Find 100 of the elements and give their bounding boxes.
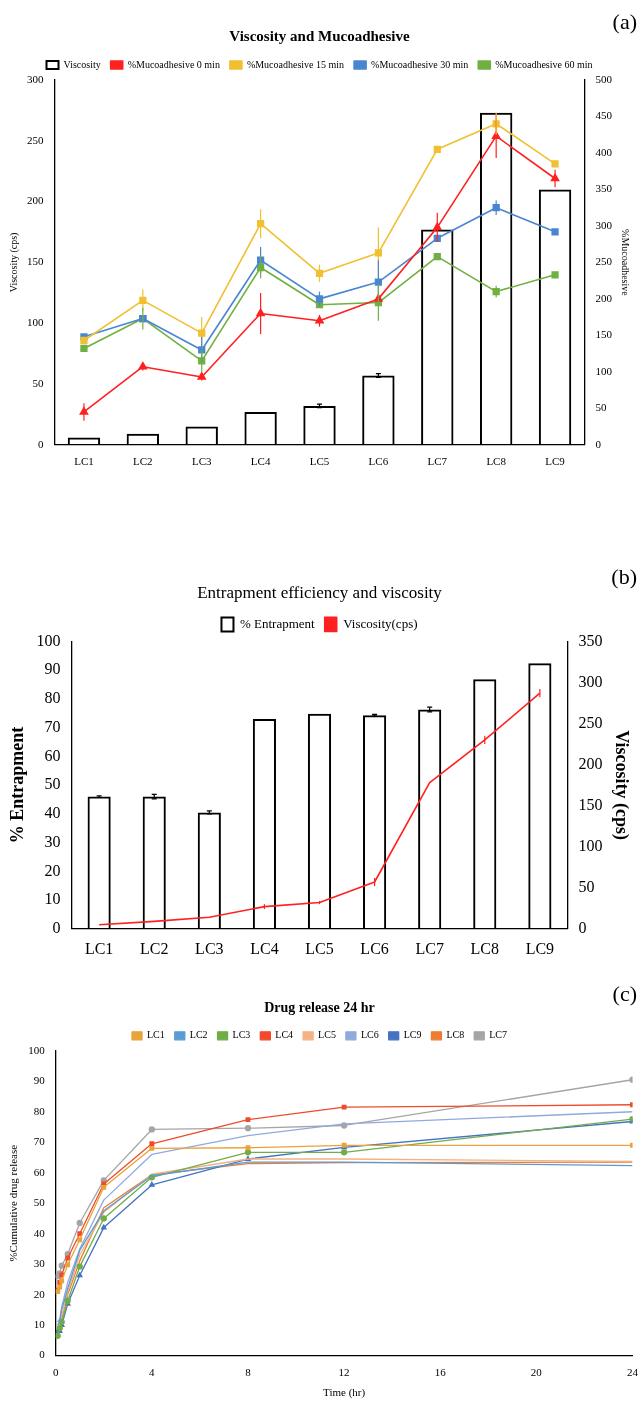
y2-tick-label: 400: [595, 145, 613, 158]
y2-tick-label: 450: [595, 109, 613, 122]
y-tick-label: 0: [39, 1348, 46, 1361]
y2-tick-label: 250: [578, 713, 603, 731]
y-tick-label: 100: [27, 316, 44, 329]
x-tick-label: LC2: [140, 939, 169, 957]
legend-label: LC9: [403, 1029, 422, 1041]
text: (a): [612, 8, 637, 34]
y-axis-title: % Entrapment: [7, 726, 28, 844]
y2-tick-label: 100: [578, 836, 603, 854]
y2-tick-label: 500: [595, 72, 613, 85]
chart-title: Viscosity and Mucoadhesive: [229, 27, 410, 44]
legend-label: %Mucoadhesive 15 min: [246, 58, 345, 70]
y-tick-label: 50: [44, 775, 61, 793]
legend-label: LC6: [360, 1029, 379, 1041]
y2-tick-label: 300: [578, 672, 603, 690]
legend-label: LC3: [232, 1029, 251, 1041]
legend-label: %Mucoadhesive 30 min: [371, 58, 469, 70]
x-tick-label: LC5: [309, 455, 330, 468]
x-tick-label: LC4: [250, 939, 279, 957]
x-tick-label: LC1: [84, 939, 114, 957]
x-tick-label: LC5: [305, 939, 334, 957]
legend-label: LC8: [446, 1029, 465, 1041]
y-tick-label: 70: [33, 1135, 46, 1148]
y-tick-label: 250: [27, 133, 44, 146]
y2-tick-label: 300: [595, 218, 613, 231]
legend-label: %Mucoadhesive 60 min: [495, 58, 593, 70]
y-tick-label: 30: [44, 832, 61, 850]
y-tick-label: 60: [44, 746, 61, 764]
x-tick-label: LC1: [74, 455, 94, 468]
legend-label: LC5: [318, 1029, 336, 1041]
x-tick-label: LC4: [250, 455, 271, 468]
text: (b): [611, 563, 637, 589]
x-tick-label: 12: [338, 1366, 350, 1379]
y-tick-label: 50: [33, 1196, 46, 1209]
y2-tick-label: 350: [595, 182, 613, 195]
y2-axis-title: Viscosity (cps): [610, 730, 632, 841]
legend-label: Viscosity: [63, 58, 101, 70]
x-tick-label: LC8: [486, 455, 507, 468]
x-tick-label: LC9: [525, 939, 555, 957]
y2-tick-label: 350: [578, 631, 603, 649]
chart-title: Drug release 24 hr: [264, 1000, 375, 1016]
x-tick-label: LC2: [133, 455, 153, 468]
x-axis-title: Time (hr): [323, 1386, 366, 1400]
x-tick-label: 24: [627, 1366, 639, 1379]
y2-tick-label: 100: [595, 364, 613, 377]
y2-tick-label: 250: [595, 255, 613, 268]
y-tick-label: 20: [44, 861, 61, 879]
y-tick-label: 100: [36, 631, 61, 649]
legend-label: % Entrapment: [239, 615, 316, 631]
y-tick-label: 0: [52, 919, 61, 936]
y-tick-label: 80: [33, 1104, 46, 1117]
y-tick-label: 0: [38, 437, 44, 450]
x-tick-label: LC6: [360, 939, 389, 957]
y-tick-label: 70: [44, 717, 61, 735]
legend-label: LC4: [275, 1029, 294, 1041]
y-tick-label: 10: [33, 1318, 46, 1331]
y-tick-label: 150: [27, 255, 44, 268]
x-tick-label: LC6: [368, 455, 389, 468]
y-tick-label: 90: [44, 660, 61, 678]
legend-label: %Mucoadhesive 0 min: [127, 58, 220, 70]
y-tick-label: 20: [33, 1287, 46, 1300]
x-tick-label: LC9: [545, 455, 566, 468]
y-tick-label: 40: [44, 804, 61, 822]
y-tick-label: 30: [33, 1257, 46, 1270]
legend-label: LC2: [189, 1029, 208, 1041]
y-tick-label: 40: [33, 1226, 46, 1239]
x-tick-label: LC3: [191, 455, 212, 468]
y2-tick-label: 150: [578, 795, 603, 813]
legend-label: LC7: [489, 1029, 508, 1041]
y-axis-title: Viscosity (cps): [7, 232, 20, 293]
x-tick-label: LC8: [470, 939, 499, 957]
x-tick-label: LC7: [415, 939, 444, 957]
y2-tick-label: 0: [595, 437, 602, 450]
y2-tick-label: 200: [595, 291, 613, 304]
legend-label: Viscosity(cps): [343, 615, 418, 631]
y2-tick-label: 50: [595, 401, 607, 414]
y-tick-label: 10: [44, 890, 61, 908]
y2-axis-title: %Mucoadhesive: [620, 229, 632, 297]
x-tick-label: 16: [434, 1366, 447, 1379]
y-tick-label: 60: [33, 1165, 46, 1178]
x-tick-label: 20: [530, 1366, 543, 1379]
x-tick-label: 8: [245, 1366, 252, 1379]
y-tick-label: 300: [27, 72, 44, 85]
y-axis-title: %Cumulative drug release: [7, 1144, 20, 1262]
text: (c): [612, 980, 637, 1006]
x-tick-label: LC7: [427, 455, 448, 468]
y-tick-label: 90: [33, 1074, 46, 1087]
y2-tick-label: 200: [578, 754, 603, 772]
y-tick-label: 200: [27, 194, 44, 207]
y-tick-label: 100: [28, 1043, 46, 1056]
legend-label: LC1: [147, 1029, 165, 1041]
chart-title: Entrapment efficiency and viscosity: [197, 582, 443, 602]
y-tick-label: 50: [32, 376, 44, 389]
x-tick-label: LC3: [195, 939, 224, 957]
x-tick-label: 4: [149, 1366, 156, 1379]
y2-tick-label: 50: [578, 877, 595, 895]
y-tick-label: 80: [44, 689, 61, 707]
y2-tick-label: 150: [595, 328, 613, 341]
y2-tick-label: 0: [578, 919, 587, 936]
